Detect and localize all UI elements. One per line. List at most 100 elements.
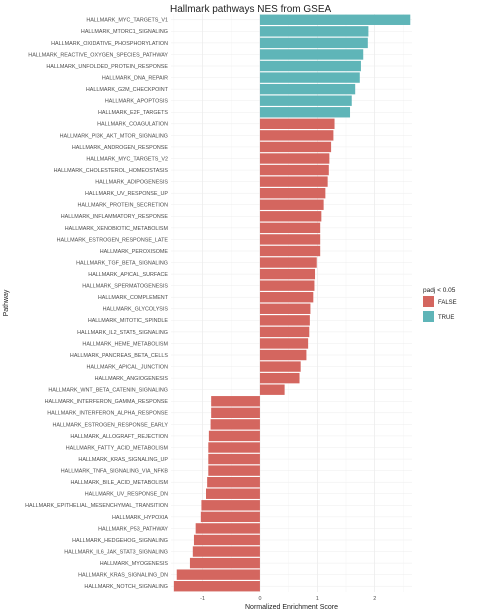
y-tick-label: HALLMARK_GLYCOLYSIS	[103, 307, 169, 313]
y-tick-label: HALLMARK_HEDGEHOG_SIGNALING	[72, 538, 168, 544]
y-tick-label: HALLMARK_APOPTOSIS	[105, 99, 169, 105]
legend: padj < 0.05 FALSE TRUE	[423, 287, 457, 322]
y-tick-label: HALLMARK_SPERMATOGENESIS	[82, 284, 168, 290]
bar-hallmark-estrogen-response-early	[210, 419, 260, 430]
y-axis-title: Pathway	[3, 289, 10, 316]
y-tick-label: HALLMARK_BILE_ACID_METABOLISM	[70, 480, 168, 486]
bars-group	[173, 14, 411, 592]
y-tick-label: HALLMARK_HYPOXIA	[112, 515, 168, 521]
legend-title: padj < 0.05	[423, 287, 456, 294]
chart-title: Hallmark pathways NES from GSEA	[170, 4, 331, 15]
y-tick-label: HALLMARK_APICAL_SURFACE	[88, 272, 168, 278]
y-tick-label: HALLMARK_UV_RESPONSE_DN	[85, 492, 168, 498]
bar-hallmark-kras-signaling-dn	[176, 569, 260, 580]
y-tick-label: HALLMARK_REACTIVE_OXYGEN_SPECIES_PATHWAY	[28, 52, 168, 58]
y-tick-label: HALLMARK_KRAS_SIGNALING_DN	[78, 573, 168, 579]
y-tick-label: HALLMARK_PEROXISOME	[100, 249, 169, 255]
bar-hallmark-estrogen-response-late	[259, 234, 321, 245]
y-tick-label: HALLMARK_TNFA_SIGNALING_VIA_NFKB	[61, 469, 169, 475]
bar-hallmark-complement	[259, 292, 314, 303]
y-tick-label: HALLMARK_ANGIOGENESIS	[95, 376, 169, 382]
y-tick-label: HALLMARK_UV_RESPONSE_UP	[85, 191, 168, 197]
legend-key-false	[423, 296, 434, 307]
bar-hallmark-epithelial-mesenchymal-transition	[201, 500, 260, 511]
x-axis-title: Normalized Enrichment Score	[245, 604, 338, 611]
y-tick-label: HALLMARK_IL6_JAK_STAT3_SIGNALING	[64, 549, 168, 555]
bar-hallmark-wnt-beta-catenin-signaling	[259, 384, 285, 395]
bar-hallmark-kras-signaling-up	[208, 453, 260, 465]
y-tick-label: HALLMARK_NOTCH_SIGNALING	[84, 584, 168, 590]
bar-hallmark-myc-targets-v2	[259, 153, 330, 164]
y-tick-label: HALLMARK_MITOTIC_SPINDLE	[88, 318, 169, 324]
y-tick-label: HALLMARK_PI3K_AKT_MTOR_SIGNALING	[60, 133, 168, 139]
y-tick-label: HALLMARK_OXIDATIVE_PHOSPHORYLATION	[51, 41, 168, 47]
bar-hallmark-g2m-checkpoint	[259, 83, 356, 95]
y-tick-label: HALLMARK_INFLAMMATORY_RESPONSE	[61, 214, 169, 220]
bar-hallmark-hedgehog-signaling	[193, 534, 260, 546]
y-tick-label: HALLMARK_COAGULATION	[97, 122, 168, 128]
y-tick-label: HALLMARK_ADIPOGENESIS	[95, 180, 168, 186]
bar-hallmark-uv-response-dn	[206, 488, 260, 499]
bar-hallmark-apical-surface	[259, 268, 316, 280]
bar-hallmark-coagulation	[259, 118, 335, 130]
bar-hallmark-p53-pathway	[195, 523, 260, 534]
y-tick-label: HALLMARK_INTERFERON_ALPHA_RESPONSE	[47, 411, 168, 417]
x-tick-label: 1	[316, 596, 319, 602]
y-tick-label: HALLMARK_APICAL_JUNCTION	[87, 364, 169, 370]
bar-hallmark-angiogenesis	[259, 372, 300, 384]
y-tick-label: HALLMARK_ANDROGEN_RESPONSE	[72, 145, 169, 151]
bar-hallmark-heme-metabolism	[259, 338, 309, 349]
y-tick-label: HALLMARK_XENOBIOTIC_METABOLISM	[65, 226, 169, 232]
y-tick-label: HALLMARK_HEME_METABOLISM	[82, 341, 168, 347]
bar-hallmark-unfolded-protein-response	[259, 60, 361, 72]
y-tick-label: HALLMARK_WNT_BETA_CATENIN_SIGNALING	[48, 388, 168, 394]
bar-hallmark-pancreas-beta-cells	[259, 349, 307, 361]
bar-hallmark-apoptosis	[259, 95, 352, 106]
bar-hallmark-interferon-alpha-response	[211, 407, 260, 419]
y-tick-label: HALLMARK_E2F_TARGETS	[98, 110, 168, 116]
bar-hallmark-dna-repair	[259, 72, 360, 83]
bar-hallmark-hypoxia	[200, 511, 260, 523]
bar-hallmark-reactive-oxygen-species-pathway	[259, 49, 364, 60]
bar-hallmark-spermatogenesis	[259, 280, 315, 291]
y-tick-label: HALLMARK_PANCREAS_BETA_CELLS	[70, 353, 168, 359]
bar-hallmark-e2f-targets	[259, 107, 351, 118]
bar-hallmark-tgf-beta-signaling	[259, 257, 317, 268]
bar-hallmark-apical-junction	[259, 361, 301, 372]
y-tick-label: HALLMARK_CHOLESTEROL_HOMEOSTASIS	[54, 168, 169, 174]
bar-hallmark-allograft-rejection	[208, 430, 260, 442]
y-tick-label: HALLMARK_ESTROGEN_RESPONSE_EARLY	[52, 422, 168, 428]
y-tick-label: HALLMARK_MTORC1_SIGNALING	[81, 29, 168, 35]
bar-hallmark-inflammatory-response	[259, 211, 322, 222]
y-tick-label: HALLMARK_KRAS_SIGNALING_UP	[78, 457, 168, 463]
bar-hallmark-interferon-gamma-response	[211, 396, 260, 407]
y-tick-label: HALLMARK_EPITHELIAL_MESENCHYMAL_TRANSITI…	[25, 503, 168, 509]
bar-hallmark-tnfa-signaling-via-nfkb	[208, 465, 260, 476]
legend-label-false: FALSE	[438, 300, 457, 306]
y-tick-label: HALLMARK_PROTEIN_SECRETION	[78, 203, 169, 209]
y-tick-label: HALLMARK_IL2_STAT5_SIGNALING	[77, 330, 168, 336]
bar-hallmark-protein-secretion	[259, 199, 324, 210]
y-tick-label: HALLMARK_MYC_TARGETS_V1	[86, 18, 168, 24]
bar-hallmark-il2-stat5-signaling	[259, 326, 310, 338]
x-tick-labels: -1 0 1 2	[200, 596, 376, 602]
y-tick-label: HALLMARK_ALLOGRAFT_REJECTION	[70, 434, 168, 440]
bar-hallmark-pi3k-akt-mtor-signaling	[259, 130, 334, 141]
x-tick-label: 0	[258, 596, 261, 602]
y-tick-label: HALLMARK_FATTY_ACID_METABOLISM	[66, 445, 169, 451]
bar-hallmark-myc-targets-v1	[259, 14, 411, 25]
bar-hallmark-oxidative-phosphorylation	[259, 37, 368, 49]
x-tick-label: -1	[200, 596, 205, 602]
bar-hallmark-fatty-acid-metabolism	[208, 442, 260, 453]
bar-hallmark-bile-acid-metabolism	[207, 476, 260, 488]
x-tick-label: 2	[373, 596, 376, 602]
legend-label-true: TRUE	[438, 315, 454, 321]
y-tick-label: HALLMARK_DNA_REPAIR	[102, 75, 168, 81]
y-tick-label: HALLMARK_MYC_TARGETS_V2	[86, 156, 168, 162]
y-tick-label: HALLMARK_TGF_BETA_SIGNALING	[76, 260, 168, 266]
y-tick-label: HALLMARK_ESTROGEN_RESPONSE_LATE	[57, 237, 169, 243]
legend-key-true	[423, 311, 434, 322]
y-tick-labels: HALLMARK_MYC_TARGETS_V1 HALLMARK_MTORC1_S…	[25, 18, 169, 590]
y-tick-label: HALLMARK_COMPLEMENT	[98, 295, 169, 301]
